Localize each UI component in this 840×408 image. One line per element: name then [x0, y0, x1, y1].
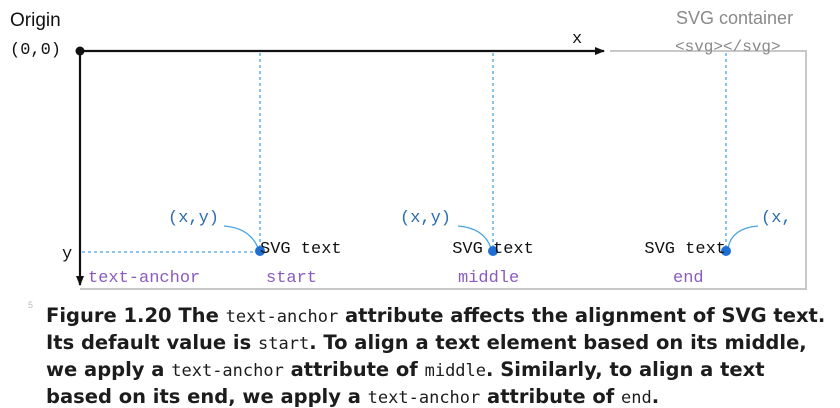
anchor-point-middle	[488, 246, 498, 256]
caption-text-run: attribute of	[480, 385, 622, 408]
caption-text: The text-anchor attribute affects the al…	[46, 304, 825, 408]
text-anchor-diagram: Origin (0,0) x SVG container <svg></svg>…	[10, 8, 807, 290]
leader-start	[223, 225, 259, 249]
leader-middle	[457, 225, 492, 249]
caption-text-run: attribute of	[283, 358, 425, 381]
leader-end	[727, 225, 759, 249]
caption-code-term: text-anchor	[171, 361, 284, 381]
caption-text-run: attribute affects the alignment of SVG t…	[46, 304, 826, 354]
caption-code-term: text-anchor	[367, 388, 481, 408]
gutter-number: 5	[28, 300, 34, 310]
point-label-end: (x,	[761, 209, 792, 228]
container-tag: <svg></svg>	[675, 38, 781, 56]
caption-code-term: end	[621, 388, 652, 408]
svg-text-end: SVG text	[644, 240, 726, 259]
point-label-middle: (x,y)	[400, 209, 451, 228]
figure-label: Figure 1.20	[46, 304, 172, 327]
anchor-row-label: text-anchor	[88, 269, 200, 288]
anchor-point-end	[721, 246, 731, 256]
caption-code-term: text-anchor	[225, 307, 339, 327]
origin-point	[75, 46, 85, 56]
origin-label: Origin	[10, 10, 61, 31]
figure-caption: Figure 1.20 The text-anchor attribute af…	[46, 303, 836, 408]
caption-text-run: The	[171, 304, 226, 327]
y-axis-label: y	[62, 245, 72, 264]
anchor-value-middle: middle	[458, 269, 519, 288]
svg-container-border	[80, 50, 807, 290]
anchor-point-start	[255, 246, 265, 256]
caption-code-term: middle	[424, 361, 487, 381]
x-axis-label: x	[572, 30, 582, 49]
caption-code-term: start	[258, 334, 310, 354]
origin-coordinates: (0,0)	[10, 41, 61, 60]
anchor-value-end: end	[673, 269, 704, 288]
caption-text-run: . Similarly, to align a text based on it…	[46, 358, 765, 408]
caption-text-run: .	[651, 385, 660, 408]
svg-text-start: SVG text	[260, 240, 342, 259]
container-label: SVG container	[676, 8, 793, 28]
anchor-value-start: start	[266, 269, 317, 288]
caption-text-run: . To align a text element based on its m…	[46, 331, 807, 381]
point-label-start: (x,y)	[168, 209, 219, 228]
svg-text-middle: SVG text	[452, 240, 534, 259]
